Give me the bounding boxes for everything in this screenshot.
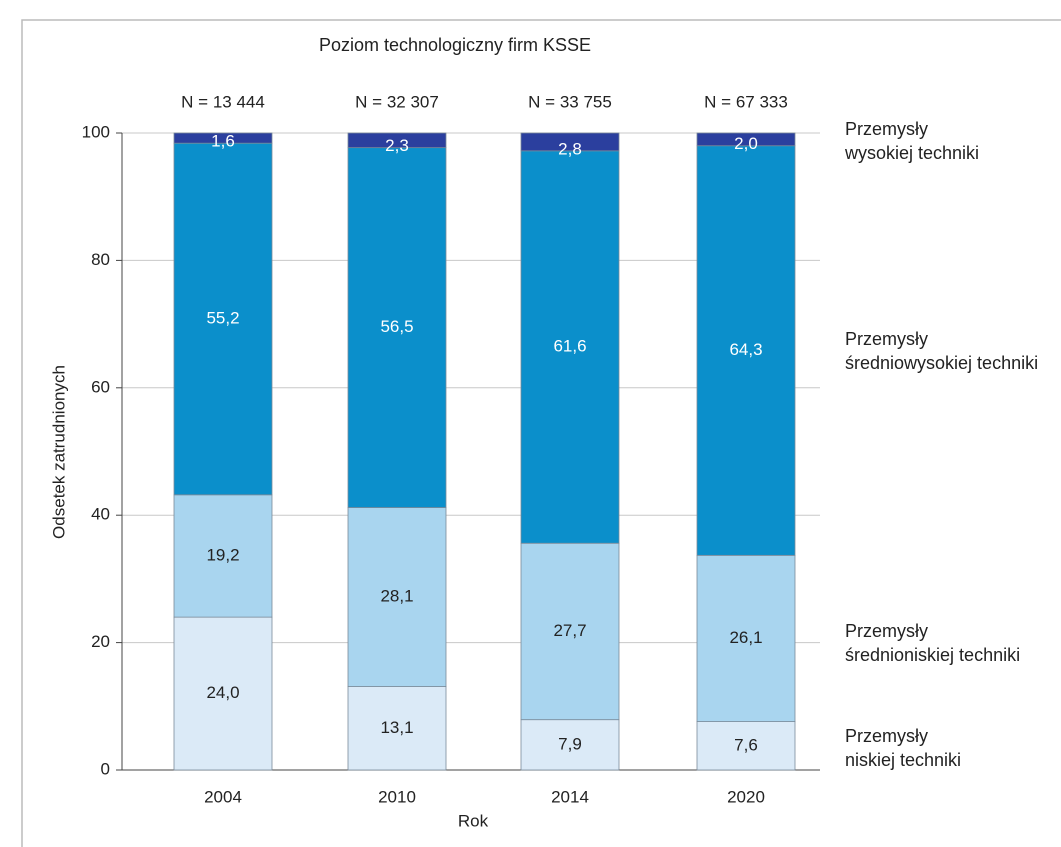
bar-segment: [520, 132, 620, 152]
data-label: 27,7: [553, 621, 586, 640]
data-label: 55,2: [206, 308, 239, 327]
legend-label: Przemysły średniowysokiej techniki: [845, 329, 1038, 373]
annotation: N = 33 755: [528, 92, 612, 111]
legend-line: średnioniskiej techniki: [845, 645, 1020, 665]
legend-label: Przemysły średnioniskiej techniki: [845, 621, 1020, 665]
legend-label: Przemysły niskiej techniki: [845, 726, 961, 770]
data-label: 61,6: [553, 337, 586, 356]
data-label: 7,6: [734, 735, 758, 754]
y-tick-label: 100: [82, 122, 110, 141]
bar-segment: [696, 145, 796, 556]
legend-line: średniowysokiej techniki: [845, 353, 1038, 373]
legend-line: wysokiej techniki: [844, 143, 979, 163]
frame: [21, 19, 1061, 847]
y-tick-label: 20: [91, 632, 110, 651]
annotation: N = 13 444: [181, 92, 265, 111]
bar-segment: [696, 132, 796, 147]
data-label: 56,5: [380, 317, 413, 336]
data-label: 24,0: [206, 683, 239, 702]
bar-segment: [347, 507, 447, 687]
bar-segment: [520, 542, 620, 721]
x-axis-label: Rok: [458, 811, 489, 830]
data-label: 13,1: [380, 718, 413, 737]
y-tick-label: 60: [91, 377, 110, 396]
data-label: 1,6: [211, 132, 235, 151]
x-tick-label: 2020: [727, 787, 765, 806]
annotation: N = 32 307: [355, 92, 439, 111]
x-tick-label: 2010: [378, 787, 416, 806]
bar-segment: [173, 142, 273, 496]
bar-segment: [173, 616, 273, 771]
data-label: 26,1: [729, 628, 762, 647]
data-label: 2,0: [734, 134, 758, 153]
legend-label: Przemysły wysokiej techniki: [844, 119, 979, 163]
legend-line: Przemysły: [845, 621, 928, 641]
y-tick-label: 0: [101, 759, 110, 778]
data-label: 64,3: [729, 340, 762, 359]
data-label: 7,9: [558, 734, 582, 753]
y-tick-label: 40: [91, 505, 110, 524]
data-label: 2,3: [385, 136, 409, 155]
data-label: 28,1: [380, 587, 413, 606]
legend-line: Przemysły: [845, 726, 928, 746]
bar-segment: [347, 147, 447, 508]
annotation: N = 67 333: [704, 92, 788, 111]
chart-title: Poziom technologiczny firm KSSE: [319, 35, 591, 55]
bar-segment: [520, 150, 620, 544]
y-axis-label: Odsetek zatrudnionych: [49, 365, 68, 539]
legend-line: Przemysły: [845, 329, 928, 349]
bar-segment: [696, 721, 796, 771]
legend-line: Przemysły: [845, 119, 928, 139]
bar-segment: [696, 554, 796, 722]
y-tick-label: 80: [91, 250, 110, 269]
legend-line: niskiej techniki: [845, 750, 961, 770]
x-tick-label: 2014: [551, 787, 589, 806]
bar-segment: [520, 719, 620, 771]
bar-segment: [173, 132, 273, 144]
data-label: 19,2: [206, 545, 239, 564]
data-label: 2,8: [558, 139, 582, 158]
x-tick-label: 2004: [204, 787, 242, 806]
bar-segment: [347, 686, 447, 771]
bar-segment: [347, 132, 447, 149]
